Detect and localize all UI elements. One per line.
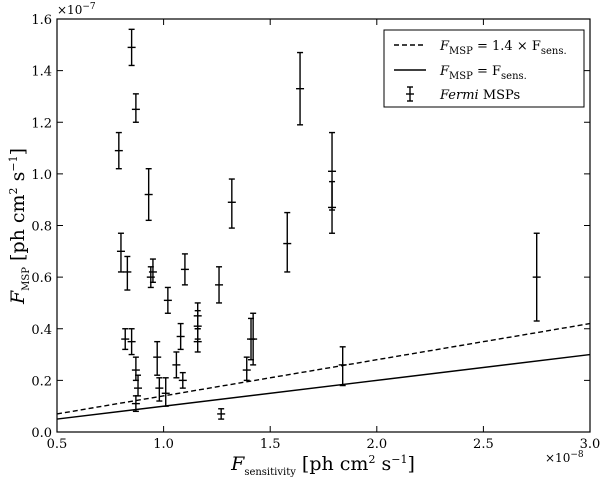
msp-data-point: [215, 266, 224, 304]
msp-data-point: [172, 351, 181, 379]
msp-data-point: [227, 178, 236, 229]
y-tick-label: 1.2: [31, 116, 52, 131]
legend-solid-label: FMSP = Fsens.: [439, 64, 527, 82]
msp-data-point: [217, 408, 226, 420]
y-tick-label: 0.4: [31, 323, 52, 338]
legend-points-label: Fermi MSPs: [439, 88, 520, 103]
x-tick-label: 1.0: [153, 437, 174, 452]
msp-data-point: [283, 211, 292, 273]
y-tick-label: 0.2: [31, 374, 52, 389]
msp-data-point: [193, 328, 202, 353]
x-axis-label: Fsensitivity [ph cm2 s−1]: [230, 453, 415, 478]
legend-dashed-label: FMSP = 1.4 × Fsens.: [439, 39, 567, 57]
msp-data-point: [131, 395, 140, 413]
msp-data-point: [161, 377, 170, 407]
x-tick-label: 0.5: [47, 437, 68, 452]
y-tick-label: 0.0: [31, 426, 52, 441]
msp-data-point: [123, 255, 132, 291]
msp-data-point: [121, 328, 130, 351]
msp-data-point: [127, 28, 136, 67]
legend-errorbar-marker: [406, 86, 414, 102]
x-multiplier: ×10−8: [545, 450, 584, 465]
msp-data-point: [338, 346, 347, 387]
x-tick-label: 2.5: [473, 437, 494, 452]
msp-data-point: [176, 322, 185, 351]
x-tick-label: 2.0: [366, 437, 387, 452]
legend: FMSP = 1.4 × Fsens. FMSP = Fsens. Fermi …: [383, 29, 585, 108]
msp-data-point: [148, 258, 157, 283]
x-tick-label: 3.0: [580, 437, 600, 452]
msp-data-point: [116, 232, 125, 273]
msp-data-point: [153, 340, 162, 376]
y-tick-label: 0.8: [31, 220, 52, 235]
x-tick-label: 1.5: [260, 437, 281, 452]
msp-data-point: [249, 312, 258, 366]
dashed-reference-line: [56, 322, 591, 415]
y-axis-label: FMSP [ph cm2 s−1]: [7, 148, 32, 305]
msp-data-point: [127, 328, 136, 356]
msp-data-point: [296, 51, 305, 126]
reference-lines: [56, 322, 591, 420]
msp-data-point: [328, 180, 337, 234]
msp-data-point: [163, 286, 172, 314]
msp-data-point: [155, 377, 164, 402]
msp-data-point: [114, 131, 123, 170]
y-tick-label: 0.6: [31, 271, 52, 286]
msp-data-point: [242, 356, 251, 382]
msp-data-point: [144, 168, 153, 222]
msp-data-point: [131, 93, 140, 123]
msp-data-point: [180, 253, 189, 286]
y-tick-label: 1.0: [31, 168, 52, 183]
solid-reference-line: [56, 353, 591, 420]
legend-box: [383, 29, 585, 108]
msp-data-point: [178, 371, 187, 389]
y-tick-label: 1.4: [31, 65, 52, 80]
msp-data-point: [532, 232, 541, 322]
data-points: [114, 28, 541, 420]
y-multiplier: ×10−7: [57, 2, 96, 17]
axis-ticks: 0.5 1.0 1.5 2.0 2.5 3.0 0.0 0.2 0.4 0.6 0.8 1.0 1.2 1…: [31, 13, 600, 452]
y-tick-label: 1.6: [31, 13, 52, 28]
